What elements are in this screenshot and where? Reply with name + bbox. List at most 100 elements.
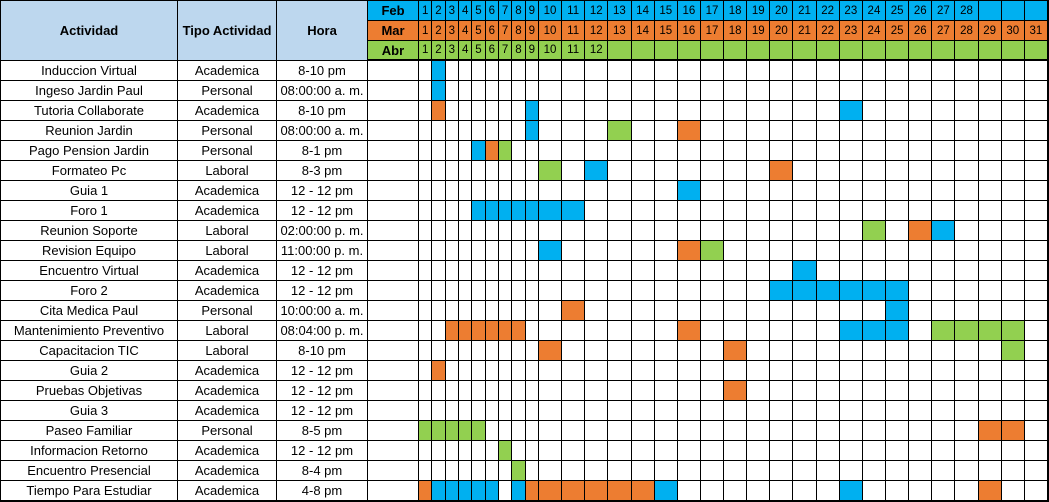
day-header-abr-14[interactable] [631, 41, 655, 61]
empty-day-cell[interactable] [793, 121, 817, 141]
empty-day-cell[interactable] [432, 281, 446, 301]
empty-day-cell[interactable] [498, 381, 513, 401]
empty-day-cell[interactable] [654, 321, 678, 341]
empty-day-cell[interactable] [724, 161, 748, 181]
empty-day-cell[interactable] [816, 121, 840, 141]
empty-day-cell[interactable] [1024, 181, 1048, 201]
empty-day-cell[interactable] [458, 381, 473, 401]
hora-cell[interactable]: 02:00:00 p. m. [277, 221, 368, 241]
empty-day-cell[interactable] [1001, 81, 1025, 101]
empty-day-cell[interactable] [472, 381, 486, 401]
empty-day-cell[interactable] [512, 181, 526, 201]
empty-day-cell[interactable] [1024, 341, 1048, 361]
empty-day-cell[interactable] [978, 361, 1002, 381]
day-header-mar-10[interactable]: 10 [538, 21, 563, 41]
empty-day-cell[interactable] [631, 281, 655, 301]
empty-day-cell[interactable] [525, 181, 539, 201]
day-header-mar-15[interactable]: 15 [654, 21, 678, 41]
empty-day-cell[interactable] [816, 321, 840, 341]
empty-day-cell[interactable] [562, 101, 586, 121]
month-label-spacer-cell[interactable] [368, 381, 419, 401]
empty-day-cell[interactable] [419, 221, 433, 241]
day-header-abr-15[interactable] [654, 41, 678, 61]
empty-day-cell[interactable] [747, 81, 771, 101]
empty-day-cell[interactable] [585, 381, 609, 401]
empty-day-cell[interactable] [485, 181, 499, 201]
empty-day-cell[interactable] [585, 121, 609, 141]
month-label-spacer-cell[interactable] [368, 61, 419, 81]
gantt-cell-mar-7[interactable] [498, 321, 513, 341]
empty-day-cell[interactable] [816, 401, 840, 421]
empty-day-cell[interactable] [419, 321, 433, 341]
empty-day-cell[interactable] [932, 461, 956, 481]
empty-day-cell[interactable] [585, 361, 609, 381]
empty-day-cell[interactable] [512, 401, 526, 421]
empty-day-cell[interactable] [886, 441, 910, 461]
empty-day-cell[interactable] [955, 421, 979, 441]
empty-day-cell[interactable] [525, 141, 539, 161]
empty-day-cell[interactable] [886, 341, 910, 361]
empty-day-cell[interactable] [512, 381, 526, 401]
empty-day-cell[interactable] [562, 281, 586, 301]
empty-day-cell[interactable] [562, 381, 586, 401]
empty-day-cell[interactable] [1001, 461, 1025, 481]
empty-day-cell[interactable] [978, 141, 1002, 161]
empty-day-cell[interactable] [700, 181, 725, 201]
day-header-abr-8[interactable]: 8 [512, 41, 526, 61]
empty-day-cell[interactable] [432, 261, 446, 281]
empty-day-cell[interactable] [978, 181, 1002, 201]
empty-day-cell[interactable] [747, 321, 771, 341]
day-header-mar-28[interactable]: 28 [955, 21, 979, 41]
gantt-cell-feb-7[interactable] [498, 201, 513, 221]
empty-day-cell[interactable] [562, 461, 586, 481]
day-header-feb-6[interactable]: 6 [485, 1, 499, 21]
empty-day-cell[interactable] [955, 361, 979, 381]
empty-day-cell[interactable] [839, 181, 863, 201]
empty-day-cell[interactable] [538, 441, 563, 461]
empty-day-cell[interactable] [724, 61, 748, 81]
day-header-feb-12[interactable]: 12 [585, 1, 609, 21]
activity-cell[interactable]: Encuentro Virtual [1, 261, 178, 281]
empty-day-cell[interactable] [770, 241, 794, 261]
empty-day-cell[interactable] [793, 81, 817, 101]
empty-day-cell[interactable] [608, 441, 632, 461]
empty-day-cell[interactable] [498, 81, 513, 101]
empty-day-cell[interactable] [955, 101, 979, 121]
empty-day-cell[interactable] [1024, 141, 1048, 161]
day-header-feb-2[interactable]: 2 [432, 1, 446, 21]
empty-day-cell[interactable] [886, 261, 910, 281]
gantt-cell-abr-2[interactable] [432, 421, 446, 441]
empty-day-cell[interactable] [839, 161, 863, 181]
empty-day-cell[interactable] [793, 341, 817, 361]
empty-day-cell[interactable] [1001, 121, 1025, 141]
month-label-spacer-cell[interactable] [368, 301, 419, 321]
day-header-mar-21[interactable]: 21 [793, 21, 817, 41]
empty-day-cell[interactable] [724, 261, 748, 281]
empty-day-cell[interactable] [700, 441, 725, 461]
gantt-cell-feb-3[interactable] [445, 481, 459, 501]
empty-day-cell[interactable] [1024, 401, 1048, 421]
empty-day-cell[interactable] [631, 221, 655, 241]
empty-day-cell[interactable] [419, 281, 433, 301]
day-header-mar-17[interactable]: 17 [700, 21, 725, 41]
day-header-feb-19[interactable]: 19 [747, 1, 771, 21]
empty-day-cell[interactable] [631, 181, 655, 201]
gantt-cell-abr-3[interactable] [445, 421, 459, 441]
empty-day-cell[interactable] [419, 341, 433, 361]
empty-day-cell[interactable] [608, 301, 632, 321]
empty-day-cell[interactable] [932, 141, 956, 161]
activity-cell[interactable]: Capacitacion TIC [1, 341, 178, 361]
empty-day-cell[interactable] [562, 421, 586, 441]
tipo-cell[interactable]: Academica [178, 181, 277, 201]
empty-day-cell[interactable] [677, 481, 701, 501]
empty-day-cell[interactable] [631, 261, 655, 281]
empty-day-cell[interactable] [445, 101, 459, 121]
empty-day-cell[interactable] [816, 101, 840, 121]
day-header-feb-15[interactable]: 15 [654, 1, 678, 21]
empty-day-cell[interactable] [498, 421, 513, 441]
empty-day-cell[interactable] [654, 101, 678, 121]
empty-day-cell[interactable] [770, 441, 794, 461]
empty-day-cell[interactable] [498, 341, 513, 361]
tipo-cell[interactable]: Laboral [178, 321, 277, 341]
empty-day-cell[interactable] [677, 301, 701, 321]
